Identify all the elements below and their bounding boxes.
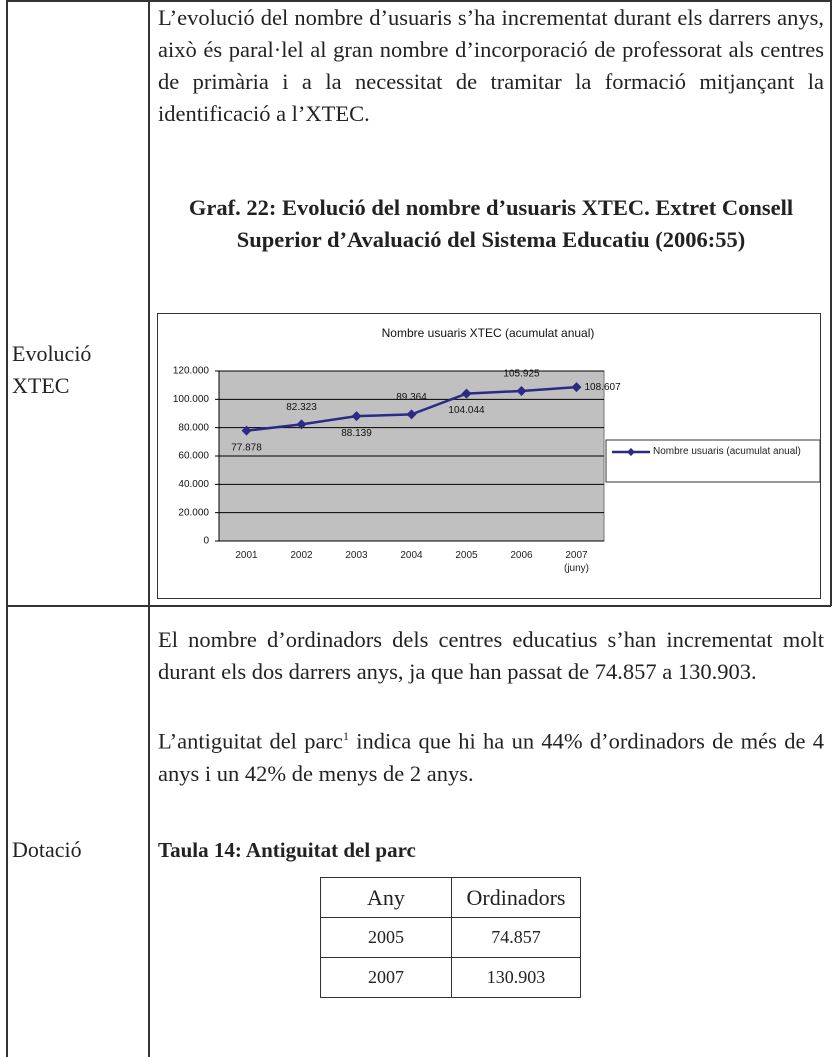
- text: L’antiguitat del parc: [158, 728, 343, 754]
- chart-frame: Nombre usuaris XTEC (acumulat anual) 0 20…: [157, 313, 821, 599]
- paragraph: L’evolució del nombre d’usuaris s’ha inc…: [158, 5, 824, 126]
- legend-box: [605, 439, 820, 483]
- x-tick-label: 2006: [510, 550, 533, 561]
- data-label: 105.925: [503, 369, 540, 380]
- border: [830, 0, 832, 606]
- marker: [516, 385, 527, 396]
- legend-marker: [627, 448, 635, 456]
- row-label: Evolució XTEC: [12, 341, 92, 398]
- x-tick-label: 2003: [345, 550, 368, 561]
- marker: [241, 425, 252, 436]
- text: indica que hi ha un 44% d’ordinadors de …: [158, 728, 824, 786]
- x-tick-label: 2004: [400, 550, 423, 561]
- data-label: 104.044: [448, 405, 485, 416]
- y-tick-label: 120.000: [173, 366, 210, 377]
- border: [6, 605, 831, 607]
- paragraph: El nombre d’ordinadors dels centres educ…: [158, 627, 824, 684]
- marker: [461, 388, 472, 399]
- table: Any Ordinadors 2005 74.857 2007 130.903: [320, 877, 581, 998]
- caption: Graf. 22: Evolució del nombre d’usuaris …: [188, 195, 794, 252]
- row-label: Dotació: [12, 837, 82, 862]
- marker: [406, 409, 417, 420]
- legend-label: Nombre usuaris (acumulat anual): [653, 446, 801, 457]
- marker: [296, 419, 307, 430]
- y-tick-label: 60.000: [178, 451, 209, 462]
- heading: Taula 14: Antiguitat del parc: [158, 838, 416, 862]
- y-tick-label: 100.000: [173, 394, 210, 405]
- paragraph: L’antiguitat del parc1 indica que hi ha …: [158, 720, 824, 790]
- footnote: 1: [342, 729, 349, 743]
- data-label: 108.607: [585, 382, 622, 393]
- y-tick-label: 20.000: [178, 507, 209, 518]
- x-tick-label: 2002: [290, 550, 313, 561]
- header-cell: Any: [320, 877, 452, 918]
- cell: 2005: [320, 917, 452, 958]
- y-tick-label: 80.000: [178, 422, 209, 433]
- cell: 2007: [320, 957, 452, 998]
- y-tick-label: 40.000: [178, 479, 209, 490]
- chart: Nombre usuaris XTEC (acumulat anual) 0 20…: [173, 326, 820, 547]
- cell: 74.857: [451, 917, 581, 958]
- x-tick-label: 2001: [235, 550, 258, 561]
- x-tick-label: 2007 (juny): [563, 550, 589, 574]
- y-tick-label: 0: [203, 536, 209, 547]
- cell: 130.903: [451, 957, 581, 998]
- border: [6, 0, 8, 1057]
- marker: [571, 382, 582, 393]
- border: [6, 0, 831, 2]
- chart-title: Nombre usuaris XTEC (acumulat anual): [382, 326, 595, 340]
- header-cell: Ordinadors: [451, 877, 581, 918]
- marker: [351, 411, 362, 422]
- border: [148, 0, 150, 1057]
- data-label: 77.878: [231, 442, 262, 453]
- data-label: 82.323: [286, 402, 317, 413]
- data-label: 88.139: [341, 428, 372, 439]
- x-tick-label: 2005: [455, 550, 478, 561]
- data-label: 89.364: [396, 392, 427, 403]
